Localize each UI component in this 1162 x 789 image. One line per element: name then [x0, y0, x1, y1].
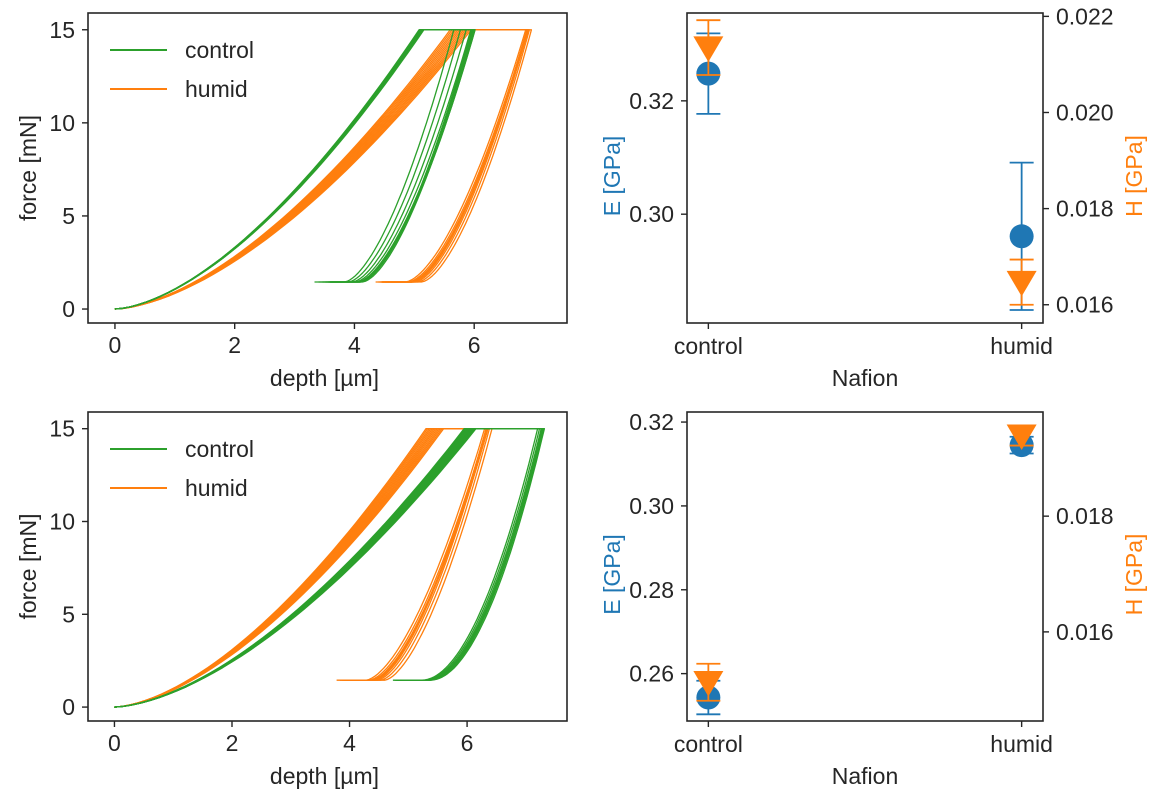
x-tick-label: 6 — [461, 730, 474, 756]
force-depth-panel-2: 0 2 4 6 0 5 10 15 depth [µm] force [mN] control hum… — [15, 411, 568, 789]
marker-H-humid — [1006, 424, 1037, 450]
force-depth-panel-2-frame — [87, 411, 568, 722]
x-tick-label: 2 — [228, 332, 241, 358]
properties-panel-3-frame — [686, 411, 1044, 722]
legend-label-humid: humid — [185, 76, 248, 102]
curve-humid-11 — [114, 29, 533, 310]
curve-humid-5 — [114, 29, 529, 310]
y-tick-label: 15 — [49, 416, 75, 442]
y-tick-label: 10 — [49, 508, 75, 534]
legend: control humid — [110, 37, 254, 102]
y-tick-label: 15 — [49, 17, 75, 43]
x-axis-label: Nafion — [832, 365, 898, 391]
properties-panel-3: control humid 0.26 0.28 0.30 0.32 0.016 0.018 Na… — [599, 409, 1147, 789]
properties-panel-1-frame — [686, 12, 1044, 324]
curve-humid-1 — [114, 29, 528, 310]
curve-humid-7 — [114, 29, 528, 310]
marker-H-control — [693, 36, 724, 62]
x-tick-label-control: control — [674, 333, 743, 359]
curve-control-13 — [114, 428, 546, 708]
curve-humid-3 — [114, 29, 529, 310]
curve-humid-0 — [114, 29, 527, 310]
curve-humid-10 — [114, 29, 531, 310]
x-tick-label: 6 — [468, 332, 481, 358]
curve-humid-0 — [114, 428, 486, 708]
y2-tick-label: 0.016 — [1056, 619, 1114, 645]
x-tick-label-control: control — [674, 731, 743, 757]
y-axis-label: force [mN] — [15, 513, 41, 619]
curve-humid-9 — [114, 29, 529, 310]
curve-humid-6 — [114, 29, 528, 310]
x-tick-label: 0 — [109, 332, 122, 358]
x-axis-label: Nafion — [832, 763, 898, 789]
y-tick-label: 0.26 — [629, 661, 674, 687]
y-tick-label: 0.30 — [629, 201, 674, 227]
force-depth-panel-0: 0 2 4 6 0 5 10 15 depth [µm] force [mN] control hum… — [15, 12, 568, 391]
y2-tick-label: 0.018 — [1056, 196, 1114, 222]
curve-control-2 — [114, 29, 467, 310]
marker-H-control — [693, 670, 724, 697]
y2-axis-label: H [GPa] — [1121, 534, 1147, 616]
x-tick-label: 4 — [348, 332, 361, 358]
y2-axis-label: H [GPa] — [1121, 135, 1147, 217]
force-depth-panel-0-frame — [87, 12, 568, 324]
x-axis-label: depth [µm] — [270, 365, 379, 391]
curve-control-0 — [114, 29, 455, 310]
curve-humid-2 — [114, 29, 529, 310]
y2-tick-label: 0.022 — [1056, 3, 1114, 29]
x-tick-label-humid: humid — [990, 333, 1053, 359]
properties-panel-1: control humid 0.30 0.32 0.016 0.018 0.020 0.022… — [599, 3, 1147, 391]
y-axis-label: E [GPa] — [599, 136, 625, 217]
y2-tick-label: 0.016 — [1056, 292, 1114, 318]
curve-humid-8 — [114, 29, 528, 310]
y-tick-label: 0.32 — [629, 88, 674, 114]
y-tick-label: 0.30 — [629, 493, 674, 519]
curve-humid-4 — [114, 29, 529, 310]
y2-tick-label: 0.020 — [1056, 99, 1114, 125]
x-tick-label: 2 — [226, 730, 239, 756]
legend-label-humid: humid — [185, 475, 248, 501]
marker-H-humid — [1006, 270, 1037, 297]
y-tick-label: 0 — [62, 694, 75, 720]
y-tick-label: 5 — [62, 601, 75, 627]
y-tick-label: 0.28 — [629, 577, 674, 603]
x-axis-label: depth [µm] — [270, 763, 379, 789]
y-tick-label: 0 — [62, 296, 75, 322]
y-axis-label: E [GPa] — [599, 534, 625, 615]
curve-control-1 — [114, 29, 462, 310]
curves-plot-area — [114, 428, 546, 708]
x-tick-label: 0 — [108, 730, 121, 756]
marker-E-humid — [1009, 224, 1034, 249]
legend-label-control: control — [185, 37, 254, 63]
y-tick-label: 0.32 — [629, 409, 674, 435]
y-axis-label: force [mN] — [15, 115, 41, 221]
y-tick-label: 5 — [62, 203, 75, 229]
curve-control-11 — [114, 29, 474, 310]
legend: control humid — [110, 436, 254, 501]
y2-tick-label: 0.018 — [1056, 503, 1114, 529]
legend-label-control: control — [185, 436, 254, 462]
x-tick-label-humid: humid — [990, 731, 1053, 757]
x-tick-label: 4 — [343, 730, 356, 756]
curves-plot-area — [114, 29, 533, 310]
y-tick-label: 10 — [49, 110, 75, 136]
